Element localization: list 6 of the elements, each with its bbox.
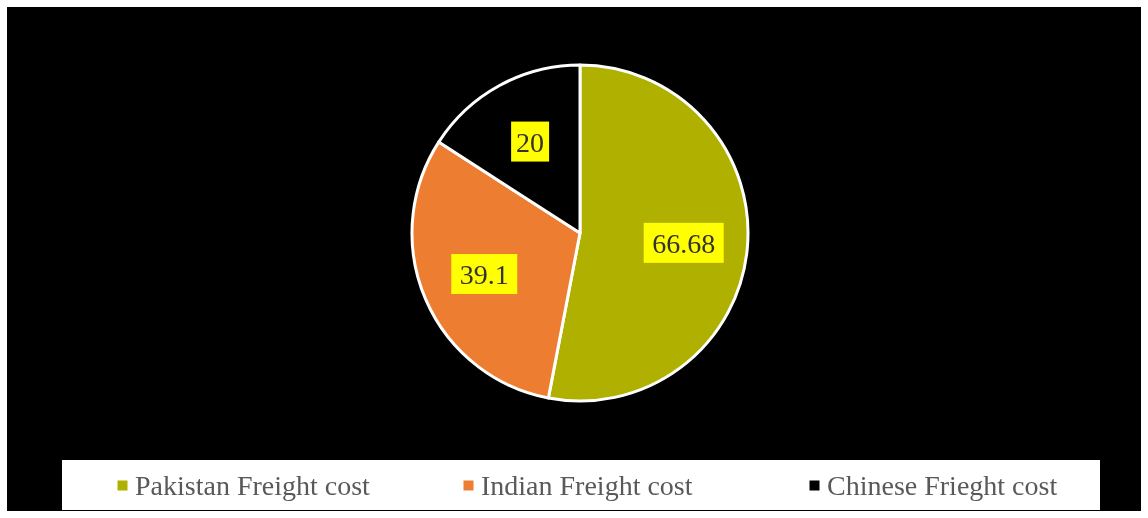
data-label: 20 [516, 126, 545, 158]
legend-label: Pakistan Freight cost [135, 470, 371, 501]
data-label: 39.1 [459, 259, 509, 291]
data-label: 66.68 [652, 227, 716, 259]
legend-label: Indian Freight cost [481, 470, 693, 501]
legend-label: Chinese Frieght cost [827, 470, 1058, 501]
